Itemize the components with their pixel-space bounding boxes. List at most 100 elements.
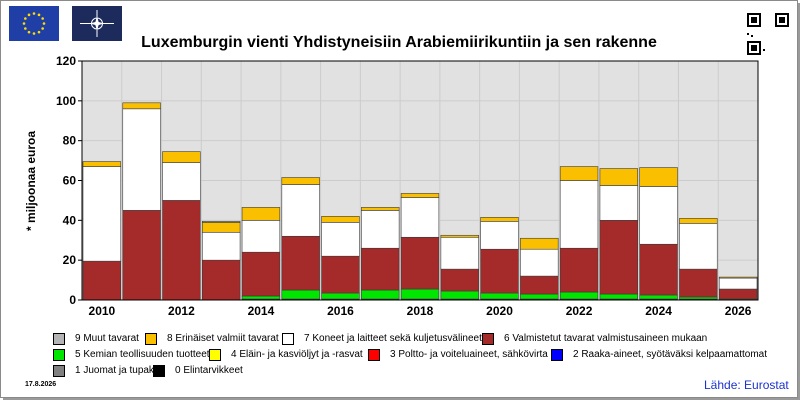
- legend-swatch: [53, 365, 65, 377]
- bar-segment-s6-2016: [321, 255, 360, 294]
- y-tick-label: 80: [63, 134, 77, 148]
- legend-label: 4 Eläin- ja kasviöljyt ja -rasvat: [231, 349, 363, 360]
- plot-border: [81, 60, 759, 301]
- bar-segment-s8-2011: [122, 102, 161, 110]
- bar-segment-s8-2015: [281, 177, 320, 185]
- bar-segment-s6-2018: [400, 236, 440, 290]
- bar-segment-s8-2013: [201, 222, 241, 233]
- legend-swatch: [482, 333, 494, 345]
- legend-swatch: [53, 333, 65, 345]
- bar-segment-s7-2015: [281, 184, 320, 237]
- bar-segment-s7-2019: [440, 236, 479, 270]
- legend-label: 7 Koneet ja laitteet sekä kuljetusväline…: [304, 333, 482, 344]
- bar-segment-s7-2026: [718, 277, 758, 290]
- bar-segment-s8-2021: [520, 237, 559, 250]
- bar-segment-s7-2013: [201, 231, 241, 261]
- bar-segment-s8-2016: [321, 216, 360, 223]
- bar-segment-s5-2022: [559, 291, 599, 300]
- y-tick-label: 100: [56, 94, 76, 108]
- bar-segment-s6-2021: [520, 275, 559, 295]
- chart-title: Luxemburgin vienti Yhdistyneisiin Arabie…: [141, 34, 657, 51]
- y-tick-label: 60: [63, 174, 77, 188]
- x-tick-label: 2014: [248, 304, 275, 318]
- bar-segment-s8-2022: [559, 166, 599, 181]
- bar-segment-s5-2014: [241, 295, 281, 300]
- bar-segment-s7-2011: [122, 108, 161, 211]
- bar-segment-s6-2024: [639, 243, 678, 296]
- bar-segment-s8-2019: [440, 234, 479, 238]
- bar-segment-s5-2017: [361, 289, 400, 300]
- legend-label: 9 Muut tavarat: [75, 333, 139, 344]
- bar-segment-s5-2021: [520, 293, 559, 300]
- bar-segment-s7-2014: [241, 220, 281, 253]
- bar-segment-s5-2024: [639, 294, 678, 300]
- x-tick-label: 2022: [566, 304, 593, 318]
- bar-segment-s6-2012: [162, 200, 201, 301]
- bar-segment-s7-2022: [559, 180, 599, 249]
- legend-label: 8 Erinäiset valmiit tavarat: [167, 333, 279, 344]
- y-tick-label: 40: [63, 213, 77, 227]
- bar-segment-s7-2023: [599, 185, 639, 221]
- bar-segment-s6-2023: [599, 220, 639, 295]
- bar-segment-s8-2020: [480, 217, 519, 222]
- legend-swatch: [551, 349, 563, 361]
- bar-segment-s8-2025: [679, 218, 718, 224]
- bar-segment-s6-2022: [559, 247, 599, 293]
- chart-plot: 0 20 40 60 80 100 120 * miljoonaa euroa 2010 2012…: [24, 54, 759, 318]
- x-tick-label: 2024: [645, 304, 672, 318]
- legend-label: 5 Kemian teollisuuden tuotteet: [75, 349, 210, 360]
- x-tick-label: 2026: [725, 304, 752, 318]
- bar-segment-s8-2018: [400, 193, 440, 198]
- bar-segment-s7-2010: [82, 166, 122, 262]
- bar-segment-s6-2025: [679, 268, 718, 298]
- x-tick-label: 2010: [89, 304, 116, 318]
- legend-label: 3 Poltto- ja voiteluaineet, sähkövirta: [390, 349, 548, 360]
- bar-segment-s7-2025: [679, 223, 718, 270]
- x-tick-label: 2016: [327, 304, 354, 318]
- bar-segment-s6-2010: [82, 260, 122, 301]
- bar-segment-s8-2010: [82, 161, 122, 167]
- nato-flag-icon: [72, 6, 122, 41]
- bar-segment-s6-2020: [480, 248, 519, 294]
- legend-swatch: [209, 349, 221, 361]
- date-stamp: 17.8.2026: [25, 381, 57, 388]
- bar-segment-s5-2023: [599, 293, 639, 300]
- legend-label: 0 Elintarvikkeet: [175, 365, 243, 376]
- bar-segment-s8-2017: [361, 207, 400, 211]
- x-tick-label: 2018: [407, 304, 434, 318]
- y-axis-label: * miljoonaa euroa: [24, 131, 38, 231]
- y-tick-label: 120: [56, 54, 76, 68]
- legend-swatch: [282, 333, 294, 345]
- bar-segment-s6-2014: [241, 251, 281, 297]
- legend-swatch: [53, 349, 65, 361]
- source-label: Lähde: Eurostat: [704, 378, 789, 392]
- bar-segment-s6-2017: [361, 247, 400, 291]
- eu-flag-icon: [9, 6, 59, 41]
- bar-segment-s5-2015: [281, 289, 320, 300]
- bar-segment-s6-2019: [440, 268, 479, 292]
- bar-segment-s8-2014: [241, 207, 281, 221]
- qr-code-icon[interactable]: [747, 13, 789, 55]
- bar-segment-s5-2019: [440, 290, 479, 300]
- bar-segment-s9-2013: [201, 221, 241, 223]
- bar-segment-s8-2024: [639, 167, 678, 187]
- legend-swatch: [153, 365, 165, 377]
- bar-segment-s5-2016: [321, 292, 360, 300]
- bar-segment-s8-2012: [162, 151, 201, 163]
- bar-segment-s8-2026: [718, 276, 758, 279]
- legend-label: 1 Juomat ja tupakka: [75, 365, 165, 376]
- legend-swatch: [145, 333, 157, 345]
- bar-segment-s6-2026: [718, 288, 758, 300]
- bar-segment-s7-2016: [321, 222, 360, 257]
- y-tick-label: 0: [69, 293, 76, 307]
- bar-segment-s7-2024: [639, 186, 678, 245]
- bar-segment-s6-2011: [122, 210, 161, 301]
- bar-segment-s7-2020: [480, 221, 519, 250]
- bar-segment-s7-2021: [520, 248, 559, 277]
- legend-label: 6 Valmistetut tavarat valmistusaineen mu…: [504, 333, 708, 344]
- bar-segment-s8-2023: [599, 168, 639, 186]
- y-tick-label: 20: [63, 253, 77, 267]
- bar-segment-s6-2015: [281, 235, 320, 291]
- bar-segment-s7-2018: [400, 197, 440, 238]
